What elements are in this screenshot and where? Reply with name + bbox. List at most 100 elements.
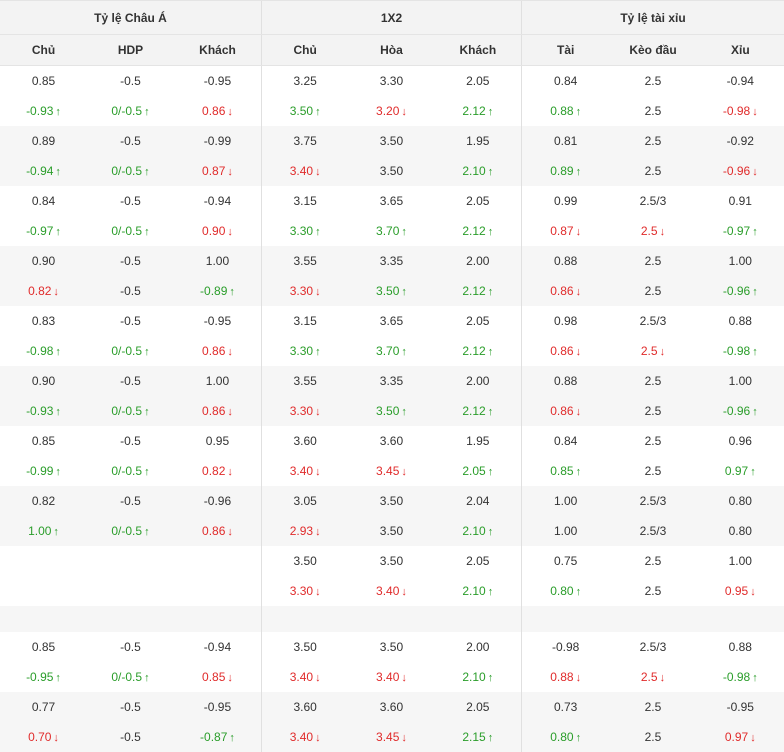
odds-cell[interactable]: -0.5 xyxy=(87,700,174,714)
odds-cell[interactable]: 2.5 xyxy=(609,584,696,598)
odds-cell[interactable]: 2.00 xyxy=(435,254,521,268)
odds-cell[interactable]: 3.40 ↓ xyxy=(348,584,434,598)
odds-cell[interactable]: 0/-0.5 ↑ xyxy=(87,404,174,418)
odds-cell[interactable]: -0.5 xyxy=(87,314,174,328)
odds-cell[interactable]: 2.15 ↑ xyxy=(435,730,521,744)
odds-cell[interactable]: 2.5 xyxy=(609,730,696,744)
odds-cell[interactable]: 1.00 ↑ xyxy=(0,524,87,538)
odds-cell[interactable]: 0.81 xyxy=(522,134,609,148)
odds-cell[interactable]: 3.30 ↓ xyxy=(262,284,348,298)
odds-cell[interactable]: 0.91 xyxy=(697,194,784,208)
odds-cell[interactable]: -0.97 ↑ xyxy=(0,224,87,238)
odds-cell[interactable]: 0.97 ↓ xyxy=(697,730,784,744)
odds-cell[interactable]: 0.95 ↓ xyxy=(697,584,784,598)
odds-cell[interactable]: 0.97 ↑ xyxy=(697,464,784,478)
odds-cell[interactable]: 0.86 ↓ xyxy=(174,524,261,538)
odds-cell[interactable]: -0.96 xyxy=(174,494,261,508)
odds-cell[interactable]: 2.00 xyxy=(435,374,521,388)
odds-cell[interactable]: -0.89 ↑ xyxy=(174,284,261,298)
odds-cell[interactable]: 1.00 xyxy=(522,524,609,538)
odds-cell[interactable]: 2.5 xyxy=(609,554,696,568)
odds-cell[interactable]: 0.88 ↑ xyxy=(522,104,609,118)
odds-cell[interactable]: 2.5 xyxy=(609,134,696,148)
odds-cell[interactable]: -0.99 xyxy=(174,134,261,148)
odds-cell[interactable]: 2.5 ↓ xyxy=(609,344,696,358)
odds-cell[interactable]: 3.75 xyxy=(262,134,348,148)
odds-cell[interactable]: -0.95 xyxy=(174,74,261,88)
odds-cell[interactable]: -0.5 xyxy=(87,194,174,208)
odds-cell[interactable]: 0.86 ↓ xyxy=(522,344,609,358)
odds-cell[interactable]: 0/-0.5 ↑ xyxy=(87,164,174,178)
odds-cell[interactable]: 3.50 xyxy=(262,554,348,568)
odds-cell[interactable]: 1.00 xyxy=(522,494,609,508)
odds-cell[interactable]: 2.12 ↑ xyxy=(435,104,521,118)
odds-cell[interactable]: 3.50 xyxy=(348,494,434,508)
odds-cell[interactable]: -0.5 xyxy=(87,254,174,268)
odds-cell[interactable]: 3.50 xyxy=(348,554,434,568)
odds-cell[interactable]: 0.90 xyxy=(0,374,87,388)
odds-cell[interactable]: 0.88 xyxy=(522,374,609,388)
odds-cell[interactable]: 0.85 xyxy=(0,74,87,88)
odds-cell[interactable]: 3.15 xyxy=(262,314,348,328)
odds-cell[interactable]: 2.5/3 xyxy=(609,524,696,538)
odds-cell[interactable]: -0.5 xyxy=(87,494,174,508)
odds-cell[interactable]: 2.12 ↑ xyxy=(435,344,521,358)
odds-cell[interactable]: 3.50 xyxy=(348,134,434,148)
odds-cell[interactable]: 2.5/3 xyxy=(609,494,696,508)
odds-cell[interactable]: 3.50 ↑ xyxy=(262,104,348,118)
odds-cell[interactable]: 2.05 ↑ xyxy=(435,464,521,478)
odds-cell[interactable]: -0.94 xyxy=(174,640,261,654)
odds-cell[interactable]: -0.95 ↑ xyxy=(0,670,87,684)
odds-cell[interactable]: -0.98 ↓ xyxy=(697,104,784,118)
odds-cell[interactable]: 0/-0.5 ↑ xyxy=(87,104,174,118)
odds-cell[interactable]: 0.80 xyxy=(697,524,784,538)
odds-cell[interactable]: 3.35 xyxy=(348,374,434,388)
odds-cell[interactable]: 3.05 xyxy=(262,494,348,508)
odds-cell[interactable]: 2.5 ↓ xyxy=(609,224,696,238)
odds-cell[interactable]: 2.5 ↓ xyxy=(609,670,696,684)
odds-cell[interactable]: 3.20 ↓ xyxy=(348,104,434,118)
odds-cell[interactable]: 2.5 xyxy=(609,284,696,298)
odds-cell[interactable]: 3.30 ↑ xyxy=(262,344,348,358)
odds-cell[interactable]: 3.50 ↑ xyxy=(348,404,434,418)
odds-cell[interactable]: 0.86 ↓ xyxy=(522,404,609,418)
odds-cell[interactable]: 3.30 ↓ xyxy=(262,404,348,418)
odds-cell[interactable]: 3.50 xyxy=(262,640,348,654)
odds-cell[interactable]: 3.60 xyxy=(348,700,434,714)
odds-cell[interactable]: 3.70 ↑ xyxy=(348,224,434,238)
odds-cell[interactable]: 3.30 ↑ xyxy=(262,224,348,238)
odds-cell[interactable]: 2.5 xyxy=(609,374,696,388)
odds-cell[interactable]: 2.93 ↓ xyxy=(262,524,348,538)
odds-cell[interactable]: 2.12 ↑ xyxy=(435,404,521,418)
odds-cell[interactable]: 0.88 xyxy=(697,640,784,654)
odds-cell[interactable]: -0.92 xyxy=(697,134,784,148)
odds-cell[interactable]: -0.99 ↑ xyxy=(0,464,87,478)
odds-cell[interactable]: 2.05 xyxy=(435,314,521,328)
odds-cell[interactable]: 2.10 ↑ xyxy=(435,164,521,178)
odds-cell[interactable]: 0.85 xyxy=(0,640,87,654)
odds-cell[interactable]: 2.00 xyxy=(435,640,521,654)
odds-cell[interactable]: 3.55 xyxy=(262,254,348,268)
odds-cell[interactable]: 1.95 xyxy=(435,134,521,148)
odds-cell[interactable]: 2.5 xyxy=(609,164,696,178)
odds-cell[interactable]: 0.73 xyxy=(522,700,609,714)
odds-cell[interactable]: -0.95 xyxy=(174,314,261,328)
odds-cell[interactable]: 0.82 ↓ xyxy=(0,284,87,298)
odds-cell[interactable]: 0.87 ↓ xyxy=(174,164,261,178)
odds-cell[interactable]: -0.87 ↑ xyxy=(174,730,261,744)
odds-cell[interactable]: -0.5 xyxy=(87,284,174,298)
odds-cell[interactable]: -0.93 ↑ xyxy=(0,104,87,118)
odds-cell[interactable]: -0.5 xyxy=(87,434,174,448)
odds-cell[interactable]: 0.82 xyxy=(0,494,87,508)
odds-cell[interactable]: 0/-0.5 ↑ xyxy=(87,224,174,238)
odds-cell[interactable]: -0.96 ↑ xyxy=(697,284,784,298)
odds-cell[interactable]: -0.96 ↑ xyxy=(697,404,784,418)
odds-cell[interactable]: -0.94 xyxy=(174,194,261,208)
odds-cell[interactable]: -0.5 xyxy=(87,730,174,744)
odds-cell[interactable]: 0.90 ↓ xyxy=(174,224,261,238)
odds-cell[interactable]: 3.40 ↓ xyxy=(262,730,348,744)
odds-cell[interactable]: 3.40 ↓ xyxy=(262,464,348,478)
odds-cell[interactable]: 1.95 xyxy=(435,434,521,448)
odds-cell[interactable]: 1.00 xyxy=(697,374,784,388)
odds-cell[interactable]: 3.60 xyxy=(262,700,348,714)
